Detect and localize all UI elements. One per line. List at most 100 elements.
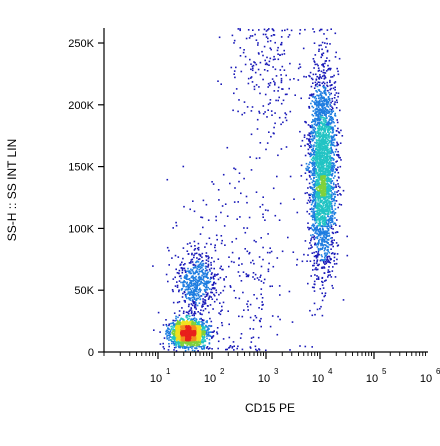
data-point — [172, 328, 175, 331]
data-point — [170, 325, 173, 328]
data-point — [199, 266, 202, 268]
data-point — [324, 92, 327, 94]
data-point — [215, 219, 217, 222]
data-point — [272, 34, 275, 36]
data-point — [185, 295, 187, 297]
data-point — [336, 191, 338, 193]
data-point — [326, 230, 328, 233]
data-point — [259, 206, 261, 208]
data-point — [186, 284, 189, 286]
data-point — [178, 334, 180, 337]
data-point — [327, 209, 329, 211]
data-point — [328, 167, 330, 170]
data-point — [316, 142, 319, 144]
data-point — [193, 289, 196, 291]
data-point — [195, 299, 197, 302]
data-point — [239, 337, 242, 339]
data-point — [327, 127, 330, 130]
data-point — [203, 293, 205, 296]
data-point — [315, 131, 317, 133]
data-point — [233, 289, 235, 292]
data-point — [325, 111, 328, 114]
data-point — [320, 108, 323, 111]
data-point — [323, 140, 326, 142]
data-point — [192, 328, 195, 330]
data-point — [272, 66, 274, 68]
data-point — [314, 119, 316, 121]
data-point — [215, 291, 218, 294]
data-point — [252, 328, 255, 330]
data-point — [190, 341, 193, 344]
data-point — [196, 268, 199, 270]
data-point — [325, 201, 327, 203]
data-point — [182, 257, 184, 260]
data-point — [193, 286, 196, 289]
data-point — [193, 344, 195, 347]
data-point — [313, 144, 315, 146]
data-point — [324, 236, 327, 239]
data-point — [318, 84, 321, 86]
data-point — [324, 60, 327, 62]
data-point — [200, 281, 202, 283]
data-point — [256, 349, 258, 352]
data-point — [284, 93, 287, 96]
data-point — [239, 47, 242, 49]
data-point — [322, 157, 325, 159]
data-point — [329, 216, 331, 218]
data-point — [205, 321, 207, 323]
data-point — [185, 339, 187, 341]
data-point — [194, 335, 197, 338]
data-point — [212, 331, 215, 333]
data-point — [182, 247, 185, 249]
data-point — [329, 43, 331, 45]
data-point — [236, 218, 238, 220]
data-point — [207, 348, 210, 350]
data-point — [209, 270, 211, 272]
data-point — [320, 135, 323, 137]
data-point — [204, 290, 206, 292]
data-point — [203, 322, 205, 325]
data-point — [201, 278, 203, 281]
data-point — [199, 318, 201, 320]
data-point — [312, 73, 315, 76]
data-point — [323, 113, 326, 115]
data-point — [224, 244, 226, 246]
data-point — [327, 103, 329, 106]
data-point — [320, 254, 323, 256]
data-point — [199, 277, 202, 279]
data-point — [261, 50, 263, 53]
data-point — [238, 275, 241, 277]
data-point — [204, 331, 206, 333]
data-point — [179, 323, 181, 326]
data-point — [329, 81, 331, 83]
data-point — [332, 87, 335, 90]
data-point — [332, 223, 335, 225]
data-point — [237, 271, 240, 273]
data-point — [328, 220, 330, 223]
data-point — [322, 260, 325, 263]
data-point — [199, 278, 202, 281]
data-point — [177, 342, 180, 345]
data-point — [165, 273, 168, 276]
data-point — [181, 261, 183, 264]
data-point — [191, 275, 193, 278]
data-point — [329, 205, 332, 208]
data-point — [328, 153, 330, 155]
data-point — [319, 259, 322, 262]
data-point — [327, 169, 330, 171]
data-point — [331, 210, 334, 213]
data-point — [324, 171, 327, 173]
data-point — [185, 275, 188, 277]
data-point — [168, 324, 170, 327]
data-point — [311, 113, 314, 116]
data-point — [313, 216, 315, 218]
data-point — [213, 267, 215, 270]
data-point — [312, 168, 314, 171]
data-point — [235, 66, 237, 69]
data-point — [264, 219, 266, 221]
data-point — [311, 246, 313, 248]
data-point — [317, 217, 320, 220]
data-point — [321, 178, 323, 181]
data-point — [185, 296, 187, 298]
